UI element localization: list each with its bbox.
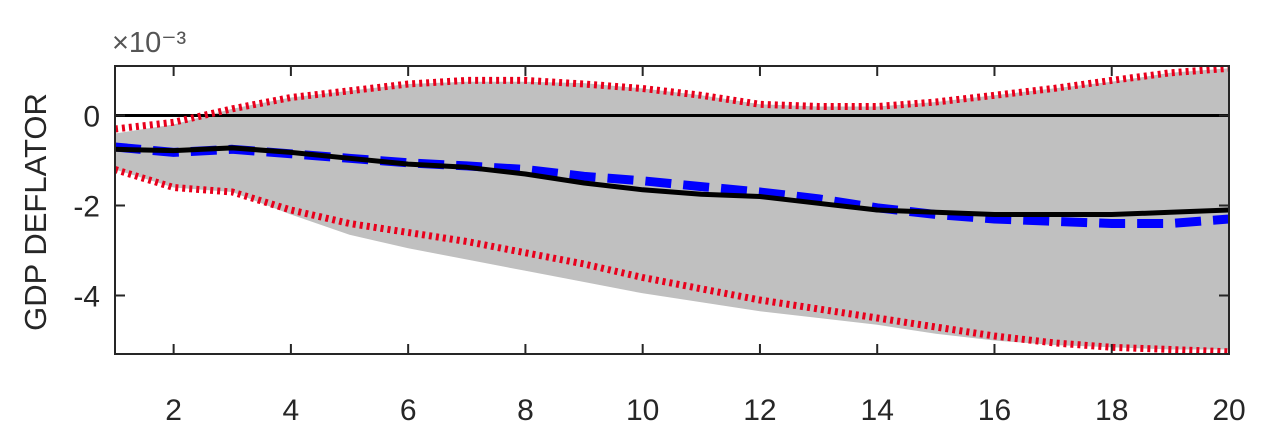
y-tick-label: -4 xyxy=(73,281,100,314)
y-axis-label: GDP DEFLATOR xyxy=(18,93,53,331)
axes: 2 4 6 8 10 12 14 16 18 20 0 -2 -4 xyxy=(73,65,1246,427)
y-tick-label: 0 xyxy=(83,101,100,134)
series-line-band-upper xyxy=(115,66,1229,133)
x-tick-label: 8 xyxy=(517,394,534,427)
x-tick-label: 16 xyxy=(978,394,1011,427)
x-tick-label: 4 xyxy=(283,394,300,427)
series-line-point-estimate xyxy=(115,145,1229,217)
confidence-band xyxy=(115,68,1229,350)
x-tick-label: 18 xyxy=(1095,394,1128,427)
x-tick-label: 20 xyxy=(1212,394,1245,427)
axes-box xyxy=(114,65,1230,355)
y-exponent-label: ×10⁻³ xyxy=(112,27,186,59)
series-line-median xyxy=(115,142,1229,228)
x-tick-label: 12 xyxy=(743,394,776,427)
x-tick-label: 6 xyxy=(400,394,417,427)
x-tick-label: 10 xyxy=(626,394,659,427)
x-tick-label: 2 xyxy=(165,394,182,427)
x-tick-label: 14 xyxy=(861,394,894,427)
y-tick-label: -2 xyxy=(73,191,100,224)
plot-area xyxy=(115,66,1229,354)
series-line-band-lower xyxy=(115,166,1229,354)
